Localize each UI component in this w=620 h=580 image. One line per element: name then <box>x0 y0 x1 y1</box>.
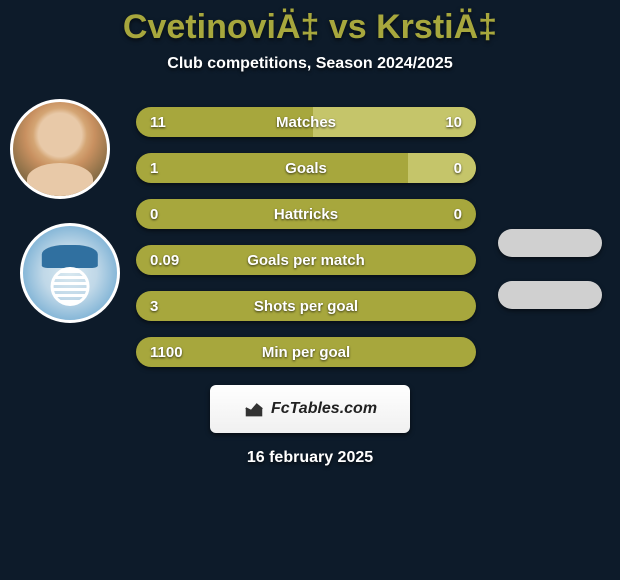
brand-icon <box>243 398 265 420</box>
page-subtitle: Club competitions, Season 2024/2025 <box>0 55 620 73</box>
stat-row-goals: 1 Goals 0 <box>136 153 476 183</box>
stat-label: Goals <box>216 160 396 177</box>
stat-bars: 11 Matches 10 1 Goals 0 0 Hattricks 0 0.… <box>136 107 476 367</box>
stat-row-hattricks: 0 Hattricks 0 <box>136 199 476 229</box>
stat-label: Shots per goal <box>216 298 396 315</box>
stat-label: Matches <box>216 114 396 131</box>
club-logo <box>20 223 120 323</box>
page-title: CvetinoviÄ‡ vs KrstiÄ‡ <box>0 8 620 47</box>
left-column <box>10 99 120 323</box>
footer-date: 16 february 2025 <box>0 449 620 467</box>
stat-left-value: 0.09 <box>136 252 216 269</box>
player-avatar <box>10 99 110 199</box>
stats-area: 11 Matches 10 1 Goals 0 0 Hattricks 0 0.… <box>10 107 620 367</box>
stat-right-value: 10 <box>396 114 476 131</box>
stat-left-value: 1100 <box>136 344 216 361</box>
stat-left-value: 3 <box>136 298 216 315</box>
brand-link[interactable]: FcTables.com <box>210 385 410 433</box>
stat-right-value: 0 <box>396 206 476 223</box>
comparison-card: CvetinoviÄ‡ vs KrstiÄ‡ Club competitions… <box>0 0 620 580</box>
right-pill-2 <box>498 281 602 309</box>
stat-row-spg: 3 Shots per goal <box>136 291 476 321</box>
stat-row-mpg: 1100 Min per goal <box>136 337 476 367</box>
right-pill-1 <box>498 229 602 257</box>
stat-left-value: 11 <box>136 114 216 131</box>
stat-label: Hattricks <box>216 206 396 223</box>
stat-label: Goals per match <box>216 252 396 269</box>
stat-row-matches: 11 Matches 10 <box>136 107 476 137</box>
stat-label: Min per goal <box>216 344 396 361</box>
stat-right-value: 0 <box>396 160 476 177</box>
stat-left-value: 0 <box>136 206 216 223</box>
stat-left-value: 1 <box>136 160 216 177</box>
stat-row-gpm: 0.09 Goals per match <box>136 245 476 275</box>
brand-text: FcTables.com <box>271 400 377 418</box>
